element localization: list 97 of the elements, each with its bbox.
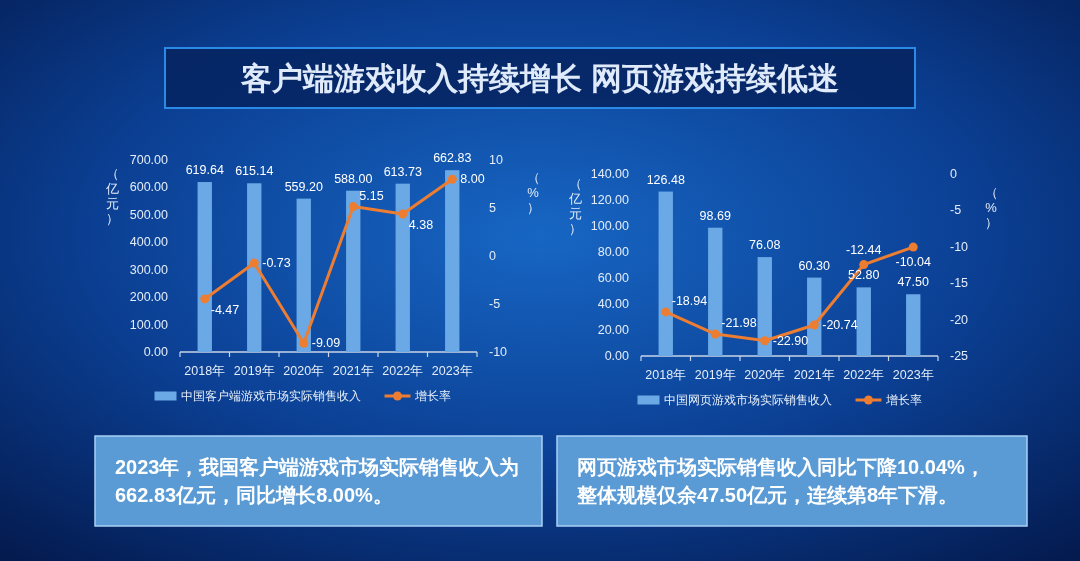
y-tick-label: 0.00 [143,345,169,359]
data-label: -12.44 [846,242,882,257]
data-label: 588.00 [334,171,373,186]
bar [906,294,921,356]
y-tick-label: 200.00 [129,290,169,305]
y2-tick-label: -10 [489,345,508,359]
data-label: 615.14 [235,164,274,179]
y2-tick-label: 5 [489,201,496,215]
text: 网页游戏市场实际销售收入同比下降10.04%，整体规模仅余47.50亿元，连续第8年下滑。 [577,455,986,508]
legend-label: 增长率 [884,393,922,406]
bar [708,227,723,356]
y-tick-label: 600.00 [129,180,169,195]
y-tick-label: 40.00 [597,297,630,311]
data-label: -9.09 [311,336,341,351]
y-tick-label: 120.00 [590,193,630,207]
y2-tick-label: -10 [950,239,969,254]
x-tick-label: 2018年 [184,364,226,378]
bar [296,198,311,352]
point [908,242,918,252]
y2-tick-label: -5 [950,203,962,218]
y2-tick-label: 10 [489,153,503,167]
data-label: 76.08 [749,238,781,253]
point [398,209,408,219]
x-tick-label: 2019年 [694,368,736,382]
legend-label: 中国网页游戏市场实际销售收入 [663,393,832,406]
data-label: 662.83 [433,151,472,166]
data-label: 559.20 [284,179,323,194]
data-label: 98.69 [699,208,731,223]
y-tick-label: 300.00 [129,262,169,277]
bar [658,191,673,356]
x-tick-label: 2023年 [431,364,473,378]
data-label: -21.98 [721,316,757,331]
data-label: 126.48 [646,172,685,187]
y-tick-label: 60.00 [597,271,630,285]
point [760,336,770,346]
point [809,320,819,330]
text: 2023年，我国客户端游戏市场实际销售收入为662.83亿元，同比增长8.00%。 [115,455,521,508]
y-axis-title: （亿元） [567,176,582,236]
y2-tick-label: -15 [950,276,969,291]
data-label: 619.64 [185,163,224,178]
x-tick-label: 2023年 [892,368,934,382]
bar [197,182,212,352]
point [661,307,671,317]
y-tick-label: 140.00 [590,167,630,181]
data-label: 613.73 [383,164,422,179]
y2-tick-label: -5 [489,297,501,311]
y-tick-label: 0.00 [604,349,630,363]
y-tick-label: 20.00 [597,323,630,337]
y2-tick-label: 0 [489,249,496,263]
data-label: -0.73 [262,256,291,271]
point [710,329,720,339]
point [200,294,210,304]
data-label: -22.90 [772,333,809,348]
data-label: -4.47 [210,302,240,317]
x-tick-label: 2021年 [793,368,835,382]
x-tick-label: 2020年 [283,364,325,378]
data-label: 4.38 [408,217,434,232]
point [249,258,259,268]
y2-axis-title: （%） [526,170,540,215]
legend-label: 增长率 [413,389,451,402]
x-tick-label: 2019年 [233,364,275,378]
bar [856,287,871,356]
y-tick-label: 700.00 [129,153,169,167]
bar [757,257,772,356]
bar [346,190,361,352]
y-axis-title: （亿元） [104,166,119,226]
y2-tick-label: -20 [950,312,969,327]
y-tick-label: 500.00 [129,207,169,222]
data-label: 5.15 [359,188,384,203]
x-tick-label: 2021年 [332,364,374,378]
x-tick-label: 2018年 [645,368,687,382]
point [447,174,457,184]
data-label: 8.00 [460,172,485,187]
point [348,202,358,212]
bar [445,170,460,352]
legend-label: 中国客户端游戏市场实际销售收入 [180,389,361,402]
point [859,260,869,270]
y2-tick-label: -25 [950,349,969,363]
data-label: -10.04 [895,255,931,270]
y-tick-label: 100.00 [590,219,630,233]
y2-axis-title: （%） [984,185,998,230]
point [299,338,309,348]
data-label: -18.94 [671,293,708,308]
y2-tick-label: 0 [950,167,957,181]
bar [807,277,822,356]
x-tick-label: 2022年 [382,364,424,378]
data-label: 60.30 [798,258,830,273]
text: 客户端游戏收入持续增长 网页游戏持续低迷 [240,60,839,96]
data-label: 47.50 [897,275,929,290]
x-tick-label: 2020年 [744,368,786,382]
x-tick-label: 2022年 [843,368,885,382]
y-tick-label: 80.00 [597,245,630,259]
data-label: -20.74 [822,317,858,332]
bar [395,183,410,352]
bar [247,183,262,352]
y-tick-label: 400.00 [129,235,169,250]
y-tick-label: 100.00 [129,317,169,332]
